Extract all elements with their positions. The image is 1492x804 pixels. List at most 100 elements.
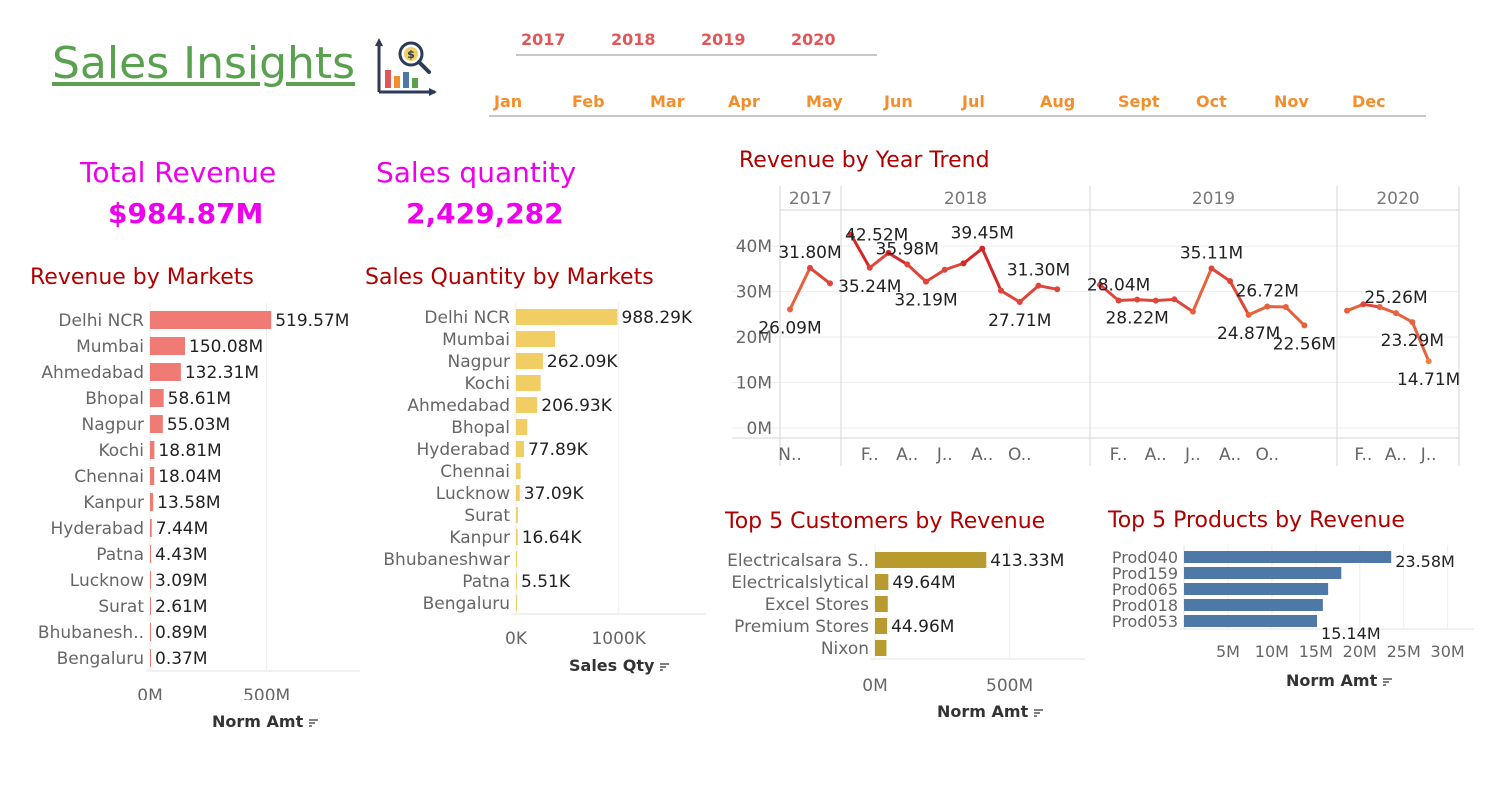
data-point[interactable]	[1115, 297, 1122, 304]
year-filter-2017[interactable]: 2017	[521, 30, 566, 49]
month-filter-apr[interactable]: Apr	[728, 92, 760, 111]
category-label: Delhi NCR	[424, 308, 510, 328]
bar[interactable]	[516, 595, 517, 611]
bar[interactable]	[150, 363, 181, 381]
bar[interactable]	[516, 375, 541, 391]
data-point[interactable]	[885, 249, 892, 256]
data-point[interactable]	[1208, 265, 1215, 272]
bar[interactable]	[150, 467, 155, 485]
data-point[interactable]	[866, 264, 873, 271]
bar[interactable]	[150, 545, 152, 563]
sort-icon[interactable]	[660, 662, 670, 672]
data-point[interactable]	[1245, 311, 1252, 318]
bar[interactable]	[875, 618, 888, 634]
data-point[interactable]	[941, 266, 948, 273]
bar[interactable]	[1184, 583, 1329, 595]
data-point[interactable]	[960, 260, 967, 267]
data-point[interactable]	[1171, 296, 1178, 303]
data-point[interactable]	[1016, 298, 1023, 305]
data-point[interactable]	[923, 278, 929, 285]
bar[interactable]	[150, 649, 151, 667]
bar[interactable]	[150, 519, 152, 537]
bar[interactable]	[516, 551, 517, 567]
month-filter-may[interactable]: May	[806, 92, 843, 111]
bar[interactable]	[150, 415, 163, 433]
year-filter-2020[interactable]: 2020	[791, 30, 836, 49]
category-label: Hyderabad	[417, 440, 511, 460]
bar[interactable]	[150, 597, 151, 615]
data-point[interactable]	[827, 280, 833, 287]
data-point[interactable]	[1264, 303, 1271, 310]
axis-title-text: Norm Amt	[1286, 671, 1378, 690]
data-point[interactable]	[787, 306, 793, 313]
bar[interactable]	[1184, 615, 1318, 627]
data-point[interactable]	[1189, 308, 1196, 315]
bar[interactable]	[516, 331, 556, 347]
bar[interactable]	[875, 640, 887, 656]
data-point[interactable]	[904, 261, 911, 268]
month-filter-sept[interactable]: Sept	[1118, 92, 1160, 111]
bar[interactable]	[150, 571, 151, 589]
year-filter-2018[interactable]: 2018	[611, 30, 656, 49]
bar[interactable]	[150, 441, 155, 459]
bar[interactable]	[516, 573, 517, 589]
data-point[interactable]	[1035, 282, 1042, 289]
data-point[interactable]	[1376, 304, 1383, 311]
data-point[interactable]	[1409, 319, 1416, 326]
bar[interactable]	[150, 493, 154, 511]
bar[interactable]	[875, 574, 889, 590]
sort-icon[interactable]	[309, 718, 319, 728]
bar[interactable]	[1184, 567, 1342, 579]
year-filter-2019[interactable]: 2019	[701, 30, 746, 49]
bar[interactable]	[516, 441, 524, 457]
data-point[interactable]	[1134, 296, 1141, 303]
category-label: Premium Stores	[734, 617, 869, 637]
sort-icon[interactable]	[1383, 677, 1393, 687]
customers-axis-title[interactable]: Norm Amt	[937, 702, 1044, 721]
bar[interactable]	[516, 419, 528, 435]
data-point[interactable]	[1425, 358, 1432, 365]
month-filter-feb[interactable]: Feb	[572, 92, 605, 111]
bar[interactable]	[516, 353, 543, 369]
month-filter-nov[interactable]: Nov	[1274, 92, 1309, 111]
bar[interactable]	[875, 596, 888, 612]
revenue-markets-axis-title[interactable]: Norm Amt	[212, 712, 319, 731]
month-filter-mar[interactable]: Mar	[650, 92, 685, 111]
bar[interactable]	[150, 337, 186, 355]
top-products-title: Top 5 Products by Revenue	[1108, 508, 1405, 533]
month-filter-oct[interactable]: Oct	[1196, 92, 1227, 111]
month-filter-jul[interactable]: Jul	[962, 92, 985, 111]
data-point[interactable]	[1344, 307, 1350, 314]
data-point[interactable]	[998, 287, 1004, 294]
data-point[interactable]	[1054, 286, 1061, 293]
bar[interactable]	[1184, 551, 1392, 563]
data-point[interactable]	[807, 264, 813, 271]
month-filter-dec[interactable]: Dec	[1352, 92, 1386, 111]
bar[interactable]	[516, 309, 618, 325]
bar[interactable]	[1184, 599, 1323, 611]
bar[interactable]	[516, 507, 518, 523]
month-filter-jun[interactable]: Jun	[884, 92, 913, 111]
bar[interactable]	[516, 463, 521, 479]
bar[interactable]	[516, 529, 518, 545]
data-point[interactable]	[1227, 278, 1234, 285]
data-point[interactable]	[1301, 322, 1308, 329]
sort-icon[interactable]	[1034, 708, 1044, 718]
data-point[interactable]	[1282, 304, 1289, 311]
data-point[interactable]	[979, 245, 986, 252]
data-point[interactable]	[1152, 297, 1159, 304]
data-point[interactable]	[848, 231, 854, 238]
data-point[interactable]	[1360, 301, 1367, 308]
bar[interactable]	[150, 311, 272, 329]
month-filter-jan[interactable]: Jan	[494, 92, 523, 111]
data-point[interactable]	[1393, 310, 1399, 317]
products-axis-title[interactable]: Norm Amt	[1286, 671, 1393, 690]
data-point[interactable]	[1097, 281, 1103, 288]
sales-qty-axis-title[interactable]: Sales Qty	[569, 656, 670, 675]
bar[interactable]	[150, 623, 151, 641]
bar[interactable]	[150, 389, 164, 407]
month-filter-aug[interactable]: Aug	[1040, 92, 1076, 111]
bar[interactable]	[875, 552, 987, 568]
bar[interactable]	[516, 485, 520, 501]
bar[interactable]	[516, 397, 538, 413]
